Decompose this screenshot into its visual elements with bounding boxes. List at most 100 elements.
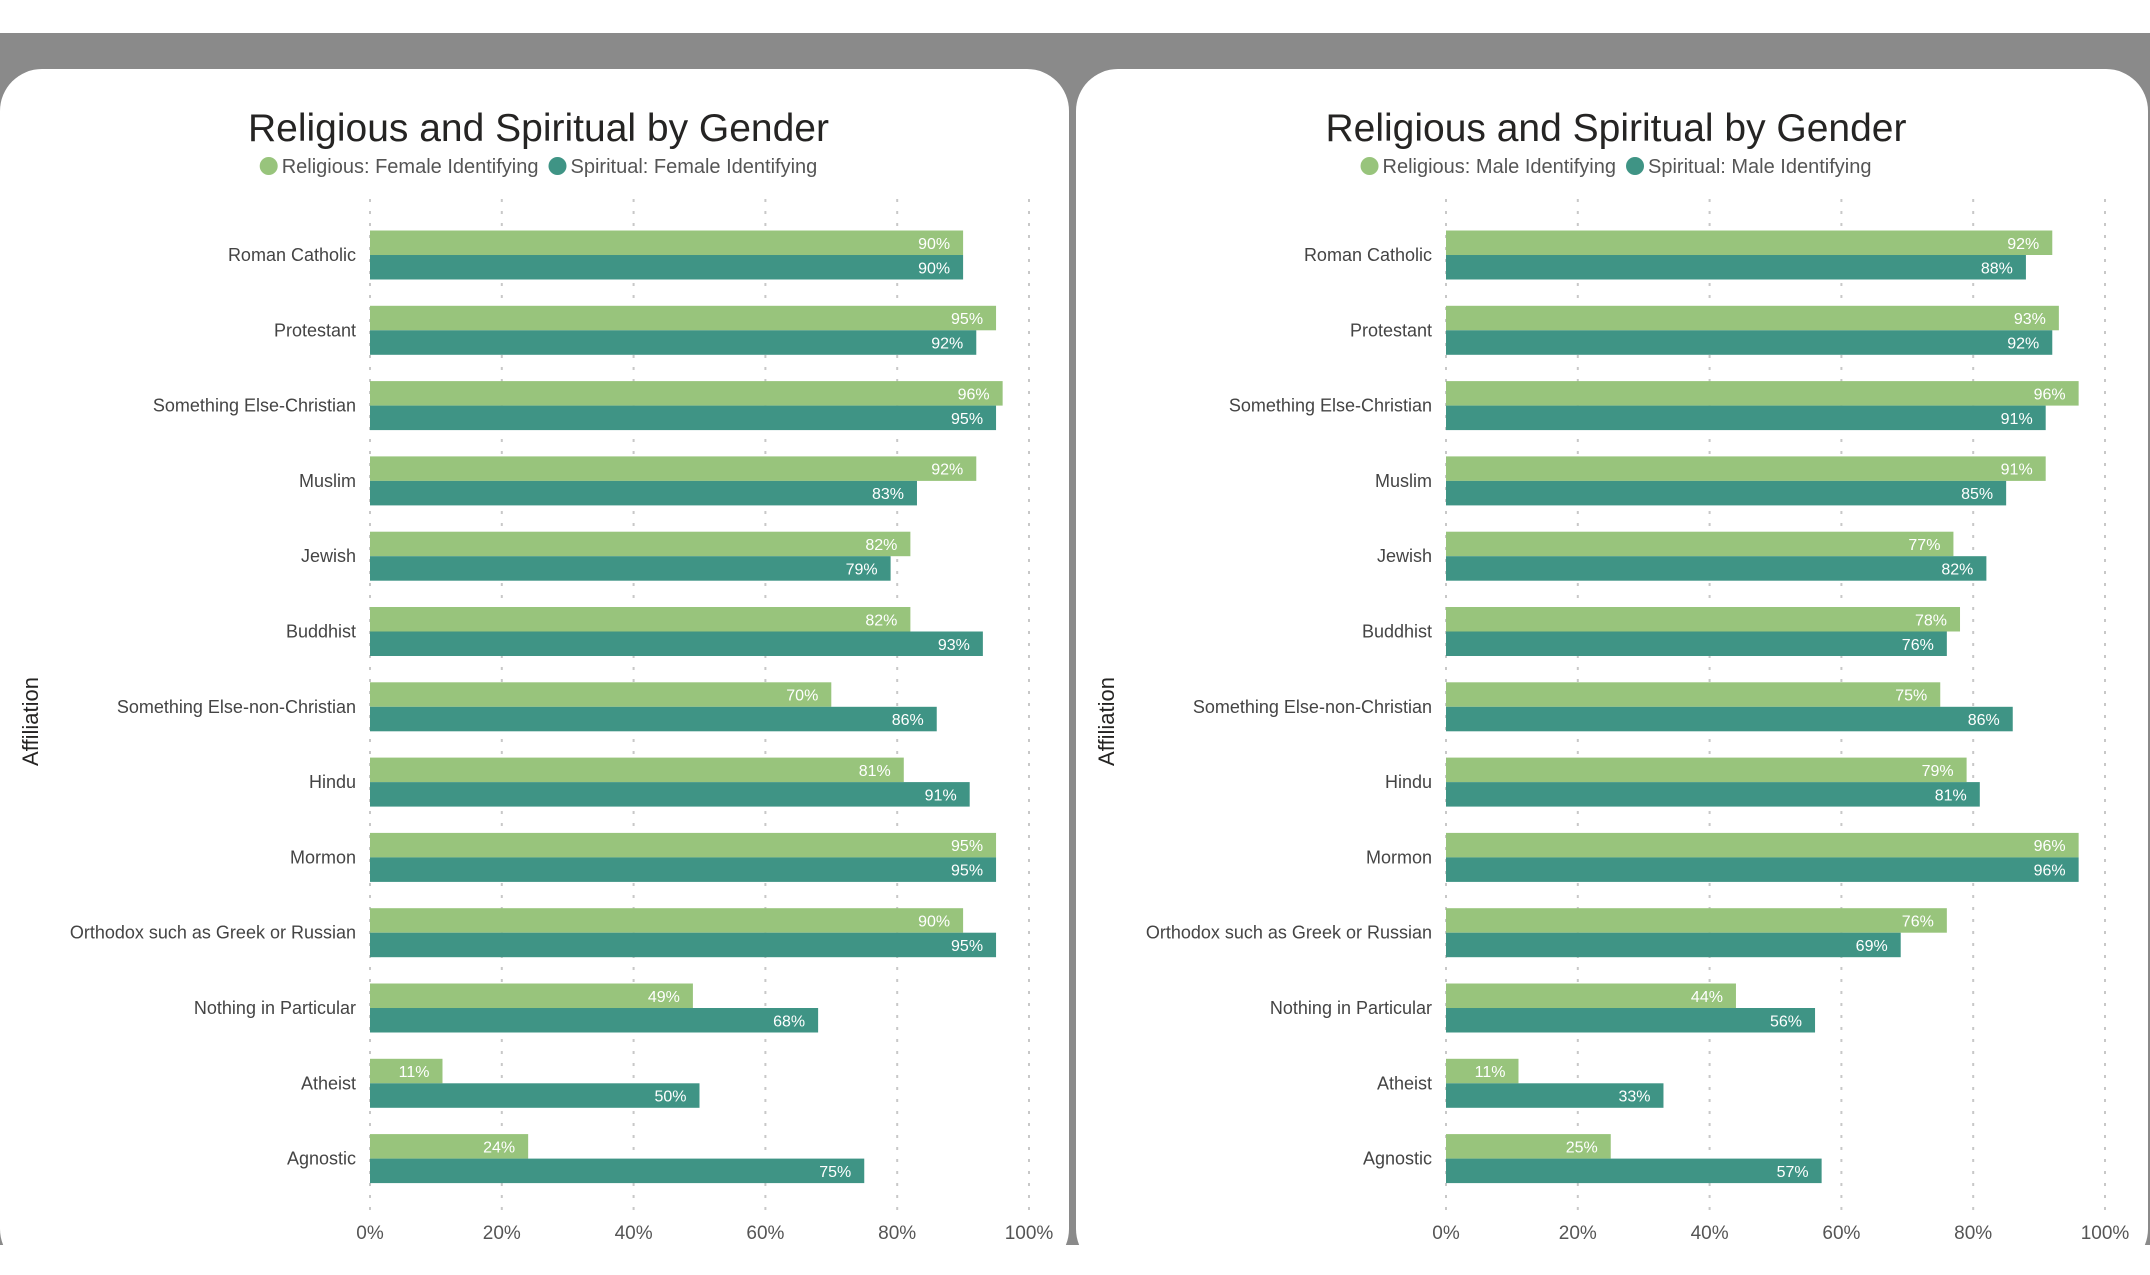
data-label: 95% xyxy=(951,863,983,880)
religious-bar[interactable] xyxy=(1446,1058,1519,1084)
religious-bar[interactable] xyxy=(1446,531,1954,557)
data-label: 96% xyxy=(2034,386,2066,403)
spiritual-bar[interactable] xyxy=(1446,480,2007,506)
spiritual-bar[interactable] xyxy=(370,631,983,657)
x-tick-label: 60% xyxy=(1822,1223,1860,1244)
spiritual-bar[interactable] xyxy=(370,932,997,958)
data-label: 56% xyxy=(1770,1013,1802,1030)
religious-bar[interactable] xyxy=(1446,1134,1611,1159)
religious-bar[interactable] xyxy=(1446,682,1941,707)
data-label: 82% xyxy=(865,612,897,629)
category-label: Something Else-Christian xyxy=(153,396,356,416)
y-axis-title: Affiliation xyxy=(1094,677,1119,766)
religious-bar[interactable] xyxy=(370,381,1003,406)
category-label: Nothing in Particular xyxy=(194,998,356,1018)
category-label: Muslim xyxy=(1375,471,1432,491)
religious-bar[interactable] xyxy=(1446,305,2059,331)
spiritual-bar[interactable] xyxy=(370,480,917,506)
spiritual-bar[interactable] xyxy=(370,255,964,280)
spiritual-bar[interactable] xyxy=(370,556,891,581)
chart-title: Religious and Spiritual by Gender xyxy=(1325,107,1906,150)
religious-bar[interactable] xyxy=(370,230,964,256)
data-label: 75% xyxy=(1895,688,1927,705)
spiritual-bar[interactable] xyxy=(1446,782,1980,807)
religious-bar[interactable] xyxy=(1446,908,1947,933)
religious-bar[interactable] xyxy=(370,1134,529,1159)
religious-bar[interactable] xyxy=(370,607,911,632)
category-label: Atheist xyxy=(301,1073,356,1093)
data-label: 83% xyxy=(872,486,904,503)
category-label: Jewish xyxy=(1377,546,1432,566)
spiritual-bar[interactable] xyxy=(370,706,937,732)
spiritual-bar[interactable] xyxy=(1446,1158,1822,1184)
spiritual-bar[interactable] xyxy=(1446,556,1987,581)
legend-item[interactable]: Spiritual: Female Identifying xyxy=(548,156,818,178)
data-label: 81% xyxy=(859,763,891,780)
legend-label: Spiritual: Female Identifying xyxy=(571,156,818,178)
legend-marker xyxy=(259,157,278,175)
female-bar-chart: Religious and Spiritual by Gender Religio… xyxy=(18,107,1053,1244)
x-tick-label: 80% xyxy=(878,1223,916,1244)
legend-item[interactable]: Religious: Male Identifying xyxy=(1360,156,1616,178)
data-label: 85% xyxy=(1961,486,1993,503)
category-label: Hindu xyxy=(1385,772,1432,792)
spiritual-bar[interactable] xyxy=(370,1158,865,1184)
religious-bar[interactable] xyxy=(1446,607,1961,632)
spiritual-bar[interactable] xyxy=(1446,255,2026,280)
chart-title: Religious and Spiritual by Gender xyxy=(248,107,829,150)
spiritual-bar[interactable] xyxy=(1446,1083,1664,1108)
religious-bar[interactable] xyxy=(1446,381,2079,406)
data-label: 91% xyxy=(2001,411,2033,428)
chart-panel-male: Religious and Spiritual by Gender Religio… xyxy=(1076,69,2148,1271)
spiritual-bar[interactable] xyxy=(370,405,997,431)
religious-bar[interactable] xyxy=(370,908,964,933)
religious-bar[interactable] xyxy=(370,757,904,783)
religious-bar[interactable] xyxy=(370,983,693,1009)
religious-bar[interactable] xyxy=(370,682,832,707)
religious-bar[interactable] xyxy=(370,1058,443,1084)
category-label: Nothing in Particular xyxy=(1270,998,1432,1018)
chart-panel-female: Religious and Spiritual by Gender Religio… xyxy=(0,69,1069,1271)
spiritual-bar[interactable] xyxy=(370,857,997,882)
religious-bar[interactable] xyxy=(370,832,997,858)
data-label: 95% xyxy=(951,411,983,428)
male-bar-chart: Religious and Spiritual by Gender Religio… xyxy=(1094,107,2129,1244)
spiritual-bar[interactable] xyxy=(1446,1008,1816,1033)
category-label: Roman Catholic xyxy=(228,245,356,265)
category-label: Mormon xyxy=(1366,847,1432,867)
x-tick-label: 20% xyxy=(483,1223,521,1244)
legend-label: Spiritual: Male Identifying xyxy=(1648,156,1871,178)
data-label: 90% xyxy=(918,260,950,277)
religious-bar[interactable] xyxy=(370,531,911,557)
spiritual-bar[interactable] xyxy=(1446,857,2079,882)
legend-marker xyxy=(548,157,567,175)
spiritual-bar[interactable] xyxy=(370,1083,700,1108)
spiritual-bar[interactable] xyxy=(1446,706,2013,732)
data-label: 96% xyxy=(958,386,990,403)
data-label: 11% xyxy=(1475,1064,1506,1081)
spiritual-bar[interactable] xyxy=(1446,631,1947,657)
legend-marker xyxy=(1360,157,1379,175)
data-label: 92% xyxy=(931,336,963,353)
category-label: Buddhist xyxy=(1362,622,1432,642)
spiritual-bar[interactable] xyxy=(370,1008,819,1033)
religious-bar[interactable] xyxy=(370,456,977,481)
data-label: 95% xyxy=(951,311,983,328)
legend-item[interactable]: Spiritual: Male Identifying xyxy=(1626,156,1871,178)
religious-bar[interactable] xyxy=(370,305,997,331)
spiritual-bar[interactable] xyxy=(370,782,970,807)
spiritual-bar[interactable] xyxy=(1446,932,1901,958)
legend-item[interactable]: Religious: Female Identifying xyxy=(259,156,539,178)
religious-bar[interactable] xyxy=(1446,832,2079,858)
data-label: 68% xyxy=(773,1013,805,1030)
data-label: 96% xyxy=(2034,838,2066,855)
religious-bar[interactable] xyxy=(1446,983,1736,1009)
spiritual-bar[interactable] xyxy=(370,330,977,355)
spiritual-bar[interactable] xyxy=(1446,330,2053,355)
religious-bar[interactable] xyxy=(1446,230,2053,256)
religious-bar[interactable] xyxy=(1446,757,1967,783)
data-label: 92% xyxy=(2007,236,2039,253)
category-label: Something Else-non-Christian xyxy=(117,697,356,717)
spiritual-bar[interactable] xyxy=(1446,405,2046,431)
religious-bar[interactable] xyxy=(1446,456,2046,481)
